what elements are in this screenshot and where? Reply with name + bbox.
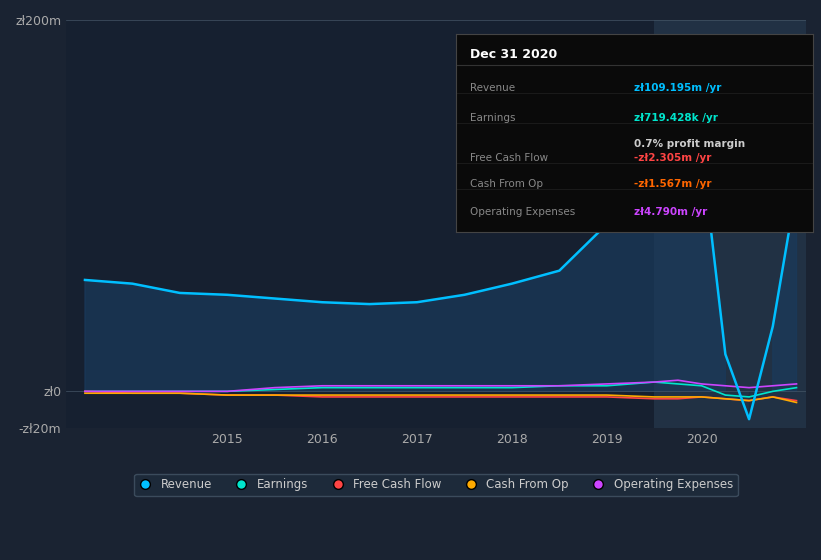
Text: -zł2.305m /yr: -zł2.305m /yr <box>635 153 712 163</box>
Bar <box>654 20 815 428</box>
Text: zł109.195m /yr: zł109.195m /yr <box>635 83 722 94</box>
Text: 0.7% profit margin: 0.7% profit margin <box>635 139 745 149</box>
Text: Revenue: Revenue <box>470 83 515 94</box>
Text: Dec 31 2020: Dec 31 2020 <box>470 48 557 60</box>
Text: zł4.790m /yr: zł4.790m /yr <box>635 207 708 217</box>
Text: Operating Expenses: Operating Expenses <box>470 207 576 217</box>
Text: -zł1.567m /yr: -zł1.567m /yr <box>635 179 712 189</box>
Legend: Revenue, Earnings, Free Cash Flow, Cash From Op, Operating Expenses: Revenue, Earnings, Free Cash Flow, Cash … <box>135 474 737 496</box>
Text: Earnings: Earnings <box>470 113 516 123</box>
Text: zł719.428k /yr: zł719.428k /yr <box>635 113 718 123</box>
Text: Cash From Op: Cash From Op <box>470 179 543 189</box>
Text: Free Cash Flow: Free Cash Flow <box>470 153 548 163</box>
